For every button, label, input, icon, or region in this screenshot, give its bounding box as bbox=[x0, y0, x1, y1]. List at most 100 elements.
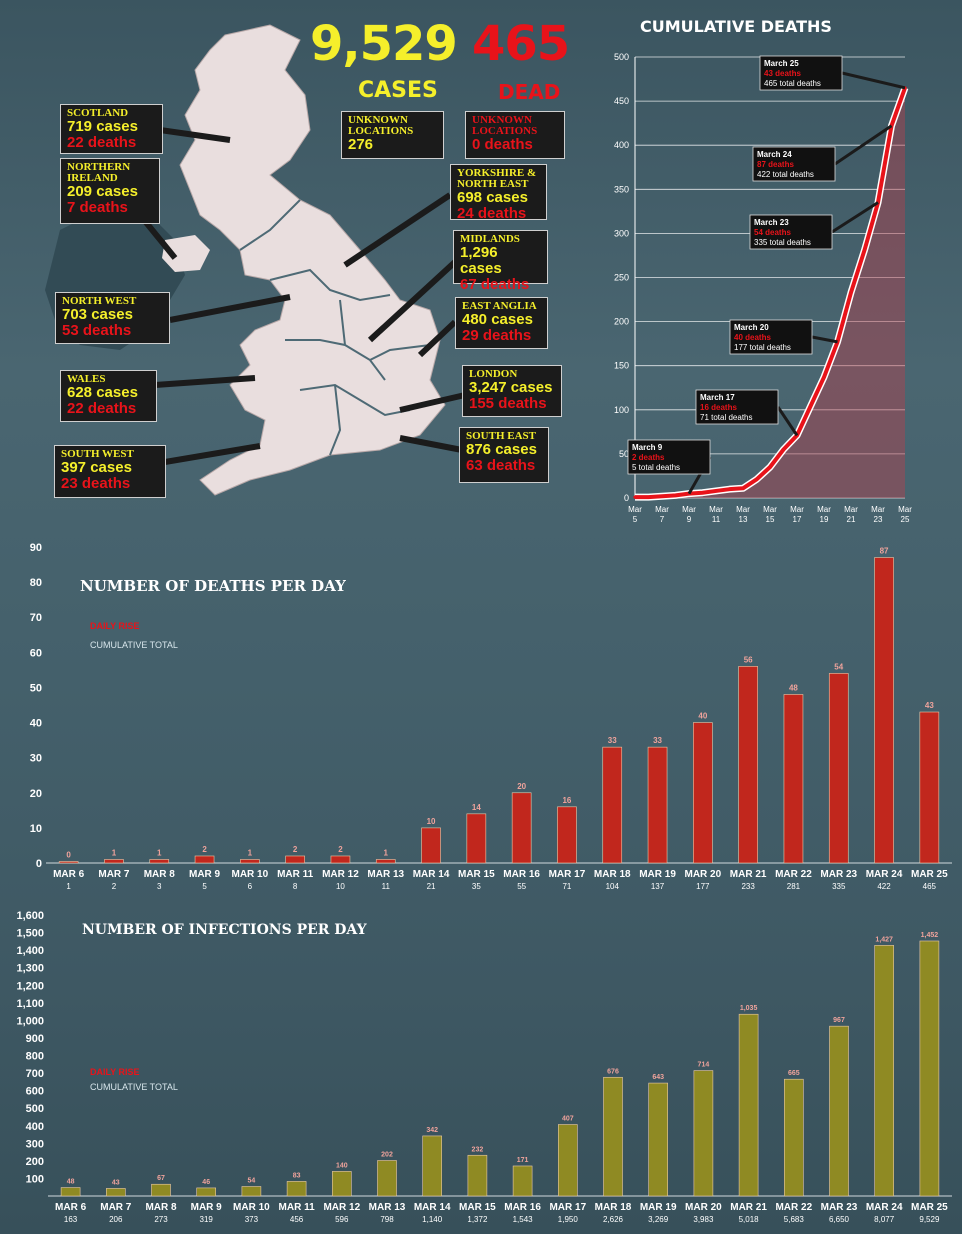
region-cases: 397 cases bbox=[61, 459, 132, 476]
x-tick-label-day: 13 bbox=[739, 515, 748, 524]
region-name: EAST ANGLIA bbox=[462, 300, 537, 312]
y-tick-label: 200 bbox=[26, 1156, 44, 1168]
data-point bbox=[646, 495, 651, 499]
region-deaths: 29 deaths bbox=[462, 327, 532, 344]
bar-value-label: 407 bbox=[562, 1116, 574, 1123]
annotation-deaths: 43 deaths bbox=[764, 69, 801, 78]
bar bbox=[874, 945, 895, 1197]
region-name: NORTH WEST bbox=[62, 295, 137, 307]
y-tick-label: 500 bbox=[26, 1103, 44, 1115]
x-tick-label-day: 17 bbox=[793, 515, 802, 524]
x-tick-label: MAR 7 bbox=[98, 869, 130, 880]
cumulative-chart-title: CUMULATIVE DEATHS bbox=[640, 17, 832, 36]
y-tick-label: 100 bbox=[26, 1173, 44, 1185]
x-tick-label: MAR 20 bbox=[685, 869, 722, 880]
data-point bbox=[673, 493, 678, 497]
region-cases: 703 cases bbox=[62, 306, 133, 323]
x-tick-label-month: Mar bbox=[763, 505, 777, 514]
annotation-deaths: 2 deaths bbox=[632, 453, 665, 462]
y-tick-label: 1,400 bbox=[16, 945, 44, 957]
cumulative-total-label: 8,077 bbox=[874, 1215, 895, 1224]
bar bbox=[874, 557, 894, 864]
bar bbox=[693, 1070, 714, 1197]
bar-value-label: 56 bbox=[744, 655, 753, 664]
x-tick-label-month: Mar bbox=[817, 505, 831, 514]
data-point bbox=[862, 248, 867, 252]
y-tick-label: 70 bbox=[30, 612, 42, 624]
pointer-yorks bbox=[343, 192, 452, 268]
cumulative-total-label: 465 bbox=[923, 882, 937, 891]
region-deaths: 0 deaths bbox=[472, 136, 533, 153]
x-tick-label: MAR 11 bbox=[277, 869, 314, 880]
bar bbox=[648, 1082, 669, 1197]
pointer-southeast bbox=[399, 435, 463, 453]
x-tick-label: MAR 12 bbox=[322, 869, 359, 880]
bar-value-label: 1,035 bbox=[740, 1005, 758, 1012]
region-name: SOUTH WEST bbox=[61, 448, 134, 460]
bar-value-label: 2 bbox=[202, 845, 207, 854]
annotation-box bbox=[695, 389, 779, 425]
cumulative-total-label: 6,650 bbox=[829, 1215, 850, 1224]
cumulative-total-label: 2,626 bbox=[603, 1215, 624, 1224]
bar bbox=[377, 1160, 397, 1197]
x-tick-label: MAR 23 bbox=[820, 869, 857, 880]
data-point bbox=[714, 489, 718, 493]
northern-ireland-shape bbox=[162, 235, 210, 272]
x-tick-label-day: 23 bbox=[874, 515, 883, 524]
annotation-pointer bbox=[841, 71, 906, 90]
y-tick-label: 10 bbox=[30, 823, 42, 835]
bar-value-label: 33 bbox=[608, 736, 617, 745]
bar bbox=[828, 673, 849, 864]
x-tick-label: MAR 6 bbox=[53, 869, 85, 880]
bar-value-label: 16 bbox=[562, 796, 571, 805]
region-box-east-anglia: EAST ANGLIA 480 cases 29 deaths bbox=[455, 297, 548, 349]
x-tick-label: MAR 14 bbox=[414, 1202, 451, 1213]
bar bbox=[60, 1187, 81, 1197]
total-dead-value: 465 bbox=[472, 16, 570, 72]
annotation-box bbox=[627, 439, 711, 475]
area-fill bbox=[635, 87, 905, 498]
cumulative-total-label: 596 bbox=[335, 1215, 349, 1224]
bar bbox=[783, 1078, 804, 1197]
data-point bbox=[768, 465, 772, 469]
cumulative-total-label: 2 bbox=[112, 882, 117, 891]
y-tick-label: 20 bbox=[30, 788, 42, 800]
pointer-sw bbox=[164, 443, 261, 465]
x-tick-label-day: 7 bbox=[660, 515, 665, 524]
infections-legend-cumulative: CUMULATIVE TOTAL bbox=[90, 1082, 178, 1092]
bar-value-label: 43 bbox=[112, 1179, 120, 1186]
region-name: UNKNOWN LOCATIONS bbox=[472, 114, 538, 137]
cumulative-total-label: 1,140 bbox=[422, 1215, 443, 1224]
cumulative-total-label: 11 bbox=[382, 882, 391, 891]
deaths-legend-daily: DAILY RISE bbox=[90, 621, 140, 631]
x-tick-label: MAR 21 bbox=[730, 1202, 767, 1213]
region-cases: 1,296 cases bbox=[460, 244, 502, 277]
cumulative-total-label: 3 bbox=[157, 882, 162, 891]
bar bbox=[421, 827, 441, 864]
bar-value-label: 14 bbox=[472, 803, 481, 812]
bar-value-label: 1,452 bbox=[921, 932, 939, 939]
y-tick-label: 1,100 bbox=[16, 998, 44, 1010]
x-tick-label: MAR 20 bbox=[685, 1202, 722, 1213]
y-tick-label: 60 bbox=[30, 647, 42, 659]
data-point bbox=[849, 290, 853, 295]
annotation-pointer bbox=[831, 201, 879, 234]
bar-value-label: 0 bbox=[66, 851, 71, 860]
bar-value-label: 48 bbox=[789, 683, 798, 692]
x-tick-label: MAR 17 bbox=[549, 869, 586, 880]
region-box-unknown-deaths: UNKNOWN LOCATIONS 0 deaths bbox=[465, 111, 565, 159]
annotation-pointer bbox=[811, 335, 838, 344]
x-tick-label-day: 25 bbox=[901, 515, 910, 524]
region-deaths: 155 deaths bbox=[469, 395, 547, 412]
region-cases: 628 cases bbox=[67, 384, 138, 401]
bar bbox=[241, 1186, 262, 1197]
x-tick-label: MAR 16 bbox=[503, 869, 540, 880]
region-box-northern-ireland: NORTHERN IRELAND 209 cases 7 deaths bbox=[60, 158, 160, 224]
x-tick-label: MAR 22 bbox=[775, 869, 812, 880]
cumulative-total-label: 163 bbox=[64, 1215, 78, 1224]
x-tick-label: MAR 19 bbox=[640, 1202, 677, 1213]
region-name: SCOTLAND bbox=[67, 107, 129, 119]
bar bbox=[647, 746, 668, 864]
